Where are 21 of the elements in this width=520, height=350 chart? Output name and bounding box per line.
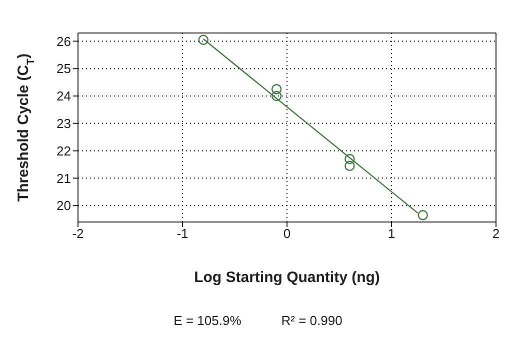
x-tick-label: -1: [176, 226, 188, 242]
y-tick-label: 23: [56, 116, 71, 132]
point: [271, 90, 282, 102]
x-tick-label: 0: [283, 226, 291, 242]
y-tick-label: 24: [56, 88, 71, 104]
y-tick-label: 25: [56, 61, 71, 76]
point: [198, 34, 208, 45]
y-tick-label: 22: [56, 143, 71, 158]
point: [344, 154, 355, 164]
point: [271, 84, 282, 94]
y-tick-label: 21: [56, 170, 71, 186]
x-axis-title: Log Starting Quantity (ng): [194, 269, 380, 286]
text: R² = 0.990: [281, 313, 342, 328]
y-tick-label: 26: [56, 34, 71, 49]
point: [344, 160, 355, 171]
text: E = 105.9%: [174, 313, 242, 328]
x-tick-label: 2: [492, 226, 500, 242]
x-tick-label: 1: [388, 226, 396, 242]
y-tick-label: 20: [56, 198, 71, 214]
point: [418, 210, 428, 220]
x-tick-label: -2: [72, 226, 84, 242]
